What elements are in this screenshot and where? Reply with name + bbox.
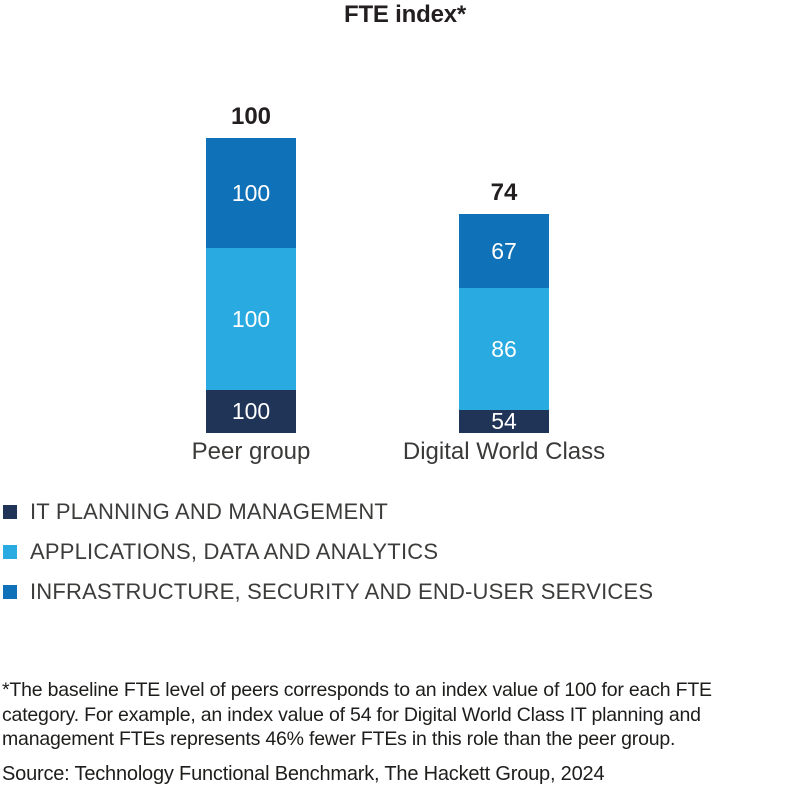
segment-value: 100	[231, 398, 271, 424]
footnote-line-1: *The baseline FTE level of peers corresp…	[2, 679, 712, 701]
legend-swatch-navy-icon	[3, 505, 17, 519]
category-label-peer-group: Peer group	[191, 438, 311, 465]
source-attribution: Source: Technology Functional Benchmark,…	[2, 763, 605, 785]
chart-title: FTE index*	[343, 1, 467, 28]
segment-it-planning-dwc: 54	[459, 410, 549, 433]
footnote-line-3: management FTEs represents 46% fewer FTE…	[2, 728, 676, 750]
segment-value: 67	[491, 237, 517, 264]
legend-swatch-medium-blue-icon	[3, 585, 17, 599]
category-label-digital-world-class: Digital World Class	[402, 438, 606, 465]
legend-item-infrastructure: INFRASTRUCTURE, SECURITY AND END-USER SE…	[3, 572, 653, 612]
segment-infrastructure-dwc: 67	[459, 214, 549, 288]
legend-swatch-light-blue-icon	[3, 545, 17, 559]
segment-it-planning-peer: 100	[206, 390, 296, 433]
bar-stack-peer-group: 100 100 100	[206, 138, 296, 433]
legend-label-it-planning: IT PLANNING AND MANAGEMENT	[30, 499, 389, 524]
footnote-line-2: category. For example, an index value of…	[2, 703, 701, 726]
legend-item-applications: APPLICATIONS, DATA AND ANALYTICS	[3, 532, 653, 572]
bar-total-peer-group: 100	[230, 103, 272, 130]
footnote: *The baseline FTE level of peers corresp…	[2, 678, 712, 752]
bar-digital-world-class: 74 67 86 54	[459, 179, 549, 433]
bar-peer-group: 100 100 100 100	[206, 103, 296, 433]
legend-label-infrastructure: INFRASTRUCTURE, SECURITY AND END-USER SE…	[30, 579, 654, 604]
segment-applications-peer: 100	[206, 248, 296, 390]
segment-value: 100	[231, 179, 271, 206]
segment-infrastructure-peer: 100	[206, 138, 296, 248]
bar-stack-digital-world-class: 67 86 54	[459, 214, 549, 433]
segment-applications-dwc: 86	[459, 288, 549, 410]
legend-label-applications: APPLICATIONS, DATA AND ANALYTICS	[30, 539, 439, 564]
segment-value: 100	[231, 305, 271, 332]
segment-value: 86	[491, 335, 517, 362]
segment-value: 54	[491, 408, 517, 434]
legend-item-it-planning: IT PLANNING AND MANAGEMENT	[3, 492, 653, 532]
bar-total-digital-world-class: 74	[490, 179, 518, 206]
legend: IT PLANNING AND MANAGEMENT APPLICATIONS,…	[3, 492, 653, 612]
